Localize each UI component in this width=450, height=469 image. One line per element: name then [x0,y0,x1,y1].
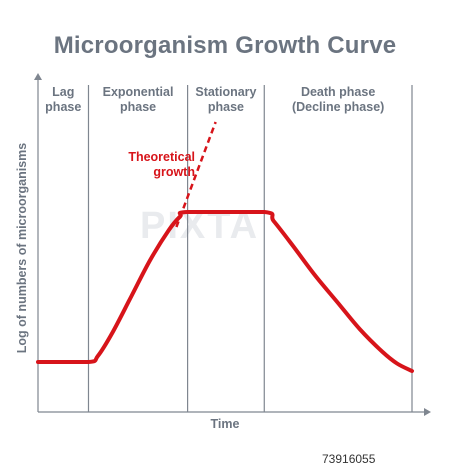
x-axis-arrow [424,408,431,416]
phase-label-0-1: phase [45,100,81,114]
phase-label-1-1: phase [120,100,156,114]
theoretical-growth-line [175,121,217,228]
y-axis-label: Log of numbers of microorganisms [15,143,29,353]
phase-label-3-1: (Decline phase) [292,100,384,114]
phase-label-1-0: Exponential [103,85,174,99]
y-axis-arrow [34,73,42,80]
growth-curve-line [36,210,414,373]
phase-label-2-0: Stationary [195,85,256,99]
phase-label-2-1: phase [208,100,244,114]
phase-label-0-0: Lag [52,85,74,99]
chart-title: Microorganism Growth Curve [53,32,397,59]
annotation-line-1: growth [153,165,195,179]
x-axis-label: Time [211,417,240,431]
stock-id: 73916055 [322,452,376,466]
annotation-line-0: Theoretical [128,150,195,164]
phase-label-3-0: Death phase [301,85,375,99]
